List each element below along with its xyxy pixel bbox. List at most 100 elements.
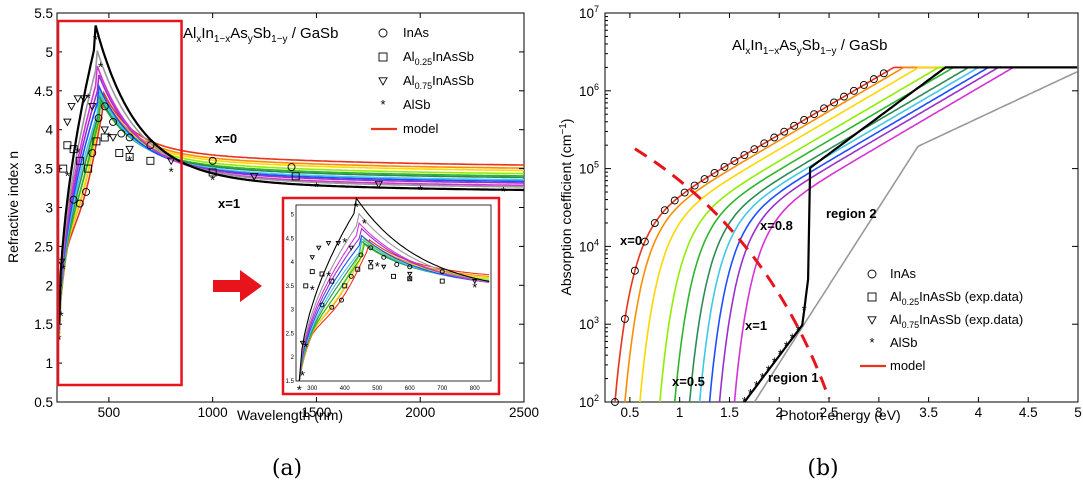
inset-data-point — [381, 254, 387, 260]
data-point — [620, 314, 629, 323]
data-point: * — [742, 394, 747, 409]
data-point: * — [766, 362, 771, 377]
highlight-box — [56, 19, 183, 387]
inset-data-point — [303, 283, 309, 289]
data-point — [770, 133, 779, 142]
data-point — [146, 141, 155, 150]
data-point — [208, 156, 217, 165]
inset-x-tick-label: 600 — [405, 386, 416, 392]
data-point — [100, 126, 110, 135]
data-point — [287, 163, 296, 171]
data-point — [82, 187, 91, 196]
data-point — [720, 162, 729, 171]
x-tick-label: 1.5 — [720, 405, 739, 420]
inset-series-line — [298, 238, 490, 382]
data-point — [109, 117, 117, 126]
y-tick-label: 102 — [579, 393, 599, 410]
data-point — [869, 75, 878, 84]
x-tick-label: 4 — [975, 405, 983, 420]
inset-data-point — [329, 278, 335, 284]
data-point: * — [760, 370, 765, 385]
data-point — [859, 81, 868, 89]
legend-label: model — [403, 121, 439, 136]
y-tick-label: 5.5 — [34, 6, 53, 21]
panel-a-xlabel: Wavelength (nm) — [237, 407, 343, 423]
panel-b-plot-area — [604, 12, 1079, 403]
data-point — [640, 237, 649, 246]
legend-marker: * — [380, 97, 385, 112]
inset-data-point — [355, 266, 361, 272]
inset-data-point — [348, 273, 354, 279]
inset-data-point — [406, 271, 413, 277]
data-point: * — [86, 91, 91, 106]
data-point: * — [93, 32, 98, 47]
panel-a-legend: InAs Al0.25InAsSb Al0.75InAsSb * AlSb model — [371, 25, 474, 136]
annotation-label: x=0 — [620, 233, 642, 248]
y-tick-label: 2 — [45, 278, 53, 293]
annotation-label: x=0.5 — [672, 374, 705, 389]
inset-data-point: * — [310, 283, 315, 298]
legend-marker — [378, 28, 388, 38]
panel-a-chart: ************ * * * 500 1000 1500 2000 25000.511… — [5, 6, 539, 423]
data-point — [208, 168, 217, 177]
inset-x-tick-label: 400 — [340, 386, 351, 392]
data-point — [760, 139, 769, 148]
data-point — [780, 127, 789, 136]
data-point: * — [796, 323, 801, 338]
panel-b-legend: InAs Al0.25InAsSb (exp.data) Al0.75InAsSb … — [860, 266, 1023, 373]
inset-x-tick-label: 700 — [437, 386, 448, 392]
inset-data-point: * — [375, 259, 380, 274]
annotation-label: x=0.8 — [760, 218, 793, 233]
inset-data-point — [335, 241, 342, 246]
data-point — [660, 206, 669, 215]
data-point — [79, 95, 89, 104]
data-point: * — [98, 59, 103, 74]
data-point — [730, 156, 739, 165]
data-point — [374, 180, 383, 189]
panel-a-title: AlxIn1−xAsySb1−y / GaSb — [183, 25, 338, 45]
data-point — [690, 181, 699, 190]
inset-data-point — [368, 245, 374, 251]
model-series-line — [58, 88, 524, 332]
y-tick-label: 4 — [45, 123, 53, 138]
annotation-x1: x=1 — [218, 196, 240, 211]
model-series-line — [743, 66, 1077, 403]
data-point: * — [778, 346, 783, 361]
inset-data-point: * — [362, 216, 367, 231]
data-point: * — [210, 172, 215, 187]
region-boundary-dashed — [634, 147, 831, 400]
inset-y-tick-label: 2.5 — [286, 331, 295, 337]
inset-data-point — [367, 260, 374, 266]
legend-label: Al0.75InAsSb — [403, 73, 474, 91]
data-point — [67, 103, 76, 111]
inset-plot-area — [295, 204, 492, 382]
data-point — [650, 219, 659, 227]
inset-data-point — [407, 264, 413, 270]
inset-data-point — [309, 269, 315, 275]
inset-y-tick-label: 1.5 — [286, 379, 295, 385]
inset-data-point — [439, 278, 445, 284]
legend-label: AlSb — [403, 97, 430, 112]
inset-data-point: * — [300, 368, 305, 383]
inset-series-line — [298, 234, 490, 382]
y-tick-label: 4.5 — [34, 84, 53, 99]
data-point — [92, 137, 101, 146]
data-point — [100, 102, 109, 111]
inset-data-point: * — [326, 268, 331, 283]
data-point: * — [314, 179, 319, 194]
inset-data-point — [391, 273, 396, 279]
x-tick-label: 500 — [98, 405, 121, 420]
panel-b-title: AlxIn1−xAsySb1−y / GaSb — [732, 37, 887, 57]
data-point — [611, 398, 619, 406]
panel-b-xlabel: Photon energy (eV) — [779, 407, 900, 423]
data-point — [291, 172, 300, 181]
legend-marker — [378, 77, 388, 86]
data-point — [108, 134, 118, 142]
inset-y-tick-label: 2 — [291, 355, 295, 361]
legend-label: InAs — [890, 266, 917, 281]
model-series-line — [58, 25, 524, 325]
model-series-line — [753, 71, 1078, 403]
data-point — [820, 104, 829, 113]
inset-x-tick-label: 300 — [307, 386, 318, 392]
